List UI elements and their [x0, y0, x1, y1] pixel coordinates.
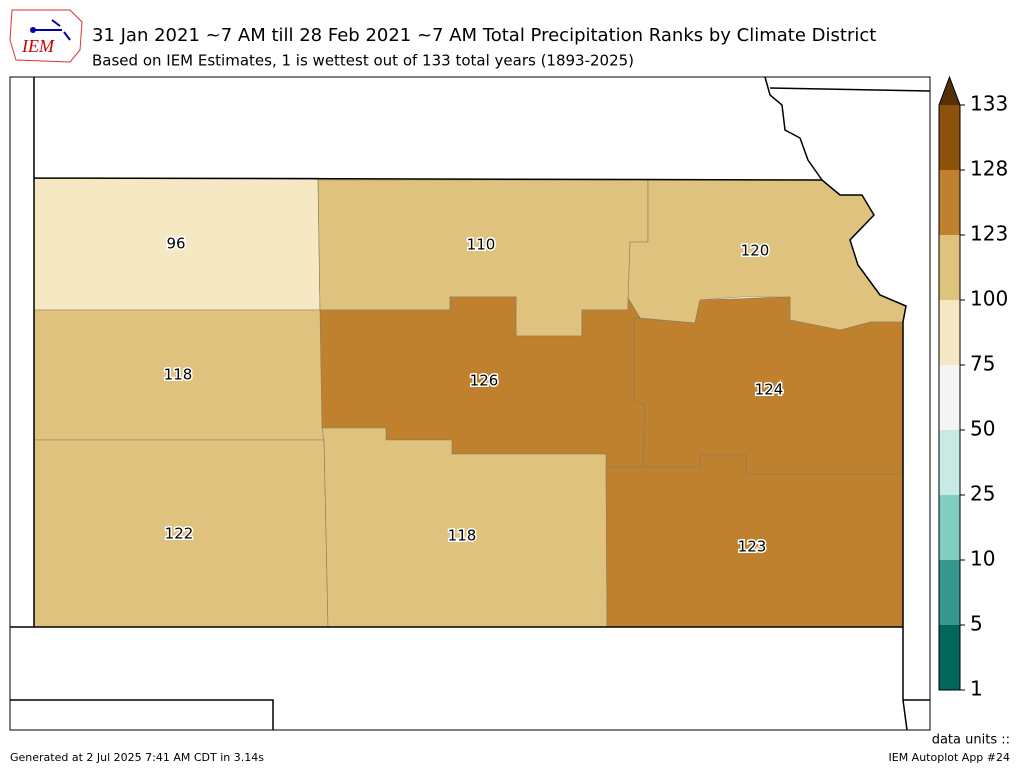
logo: IEM	[9, 9, 83, 63]
district-rank-label: 118	[164, 366, 193, 384]
colorbar-tick-label: 1	[970, 677, 983, 701]
colorbar-tick-label: 75	[970, 352, 995, 376]
district-labels: 96 110 120 118 126 124 122 118 123	[162, 233, 785, 557]
district-rank-label: 123	[738, 538, 767, 556]
state-border	[10, 77, 907, 628]
state-border	[10, 627, 930, 731]
colorbar-tick-label: 25	[970, 482, 995, 506]
colorbar-tick-label: 5	[970, 612, 983, 636]
footer-generated: Generated at 2 Jul 2025 7:41 AM CDT in 3…	[10, 751, 264, 764]
footer-app: IEM Autoplot App #24	[889, 751, 1011, 764]
borders	[10, 76, 931, 731]
district-rank-label: 126	[470, 372, 499, 390]
colorbar-bin	[939, 495, 960, 560]
logo-text: IEM	[21, 36, 55, 56]
district-rank-label: 96	[166, 235, 185, 253]
colorbar: 1 5 10 25 50 75 100 123 128 133	[938, 75, 1008, 701]
data-units: data units ::	[932, 733, 1010, 748]
district-rank-label: 110	[467, 236, 496, 254]
colorbar-tick-label: 10	[970, 547, 995, 571]
colorbar-bin	[939, 625, 960, 690]
colorbar-bin	[939, 235, 960, 300]
map-subtitle: Based on IEM Estimates, 1 is wettest out…	[92, 52, 634, 70]
district	[321, 427, 608, 628]
colorbar-bin	[939, 300, 960, 365]
colorbar-bin	[939, 430, 960, 495]
colorbar-bin	[939, 105, 960, 170]
colorbar-extend	[939, 77, 960, 105]
logo-lines	[33, 19, 71, 41]
colorbar-bin	[939, 560, 960, 625]
district-rank-label: 118	[448, 527, 477, 545]
colorbar-tick-label: 128	[970, 157, 1008, 181]
logo-outline	[9, 9, 83, 63]
districts	[33, 177, 907, 628]
colorbar-outline	[938, 75, 961, 691]
colorbar-tick-label: 123	[970, 222, 1008, 246]
colorbar-bin	[939, 365, 960, 430]
colorbar-tick-label: 100	[970, 287, 1008, 311]
colorbar-bin	[939, 170, 960, 235]
district-rank-label: 122	[165, 525, 194, 543]
colorbar-tick-label: 133	[970, 92, 1008, 116]
district-rank-label: 120	[741, 242, 770, 260]
map-title: 31 Jan 2021 ~7 AM till 28 Feb 2021 ~7 AM…	[92, 25, 876, 46]
state-border	[764, 76, 931, 181]
district-rank-label: 124	[755, 381, 784, 399]
colorbar-tick-label: 50	[970, 417, 995, 441]
